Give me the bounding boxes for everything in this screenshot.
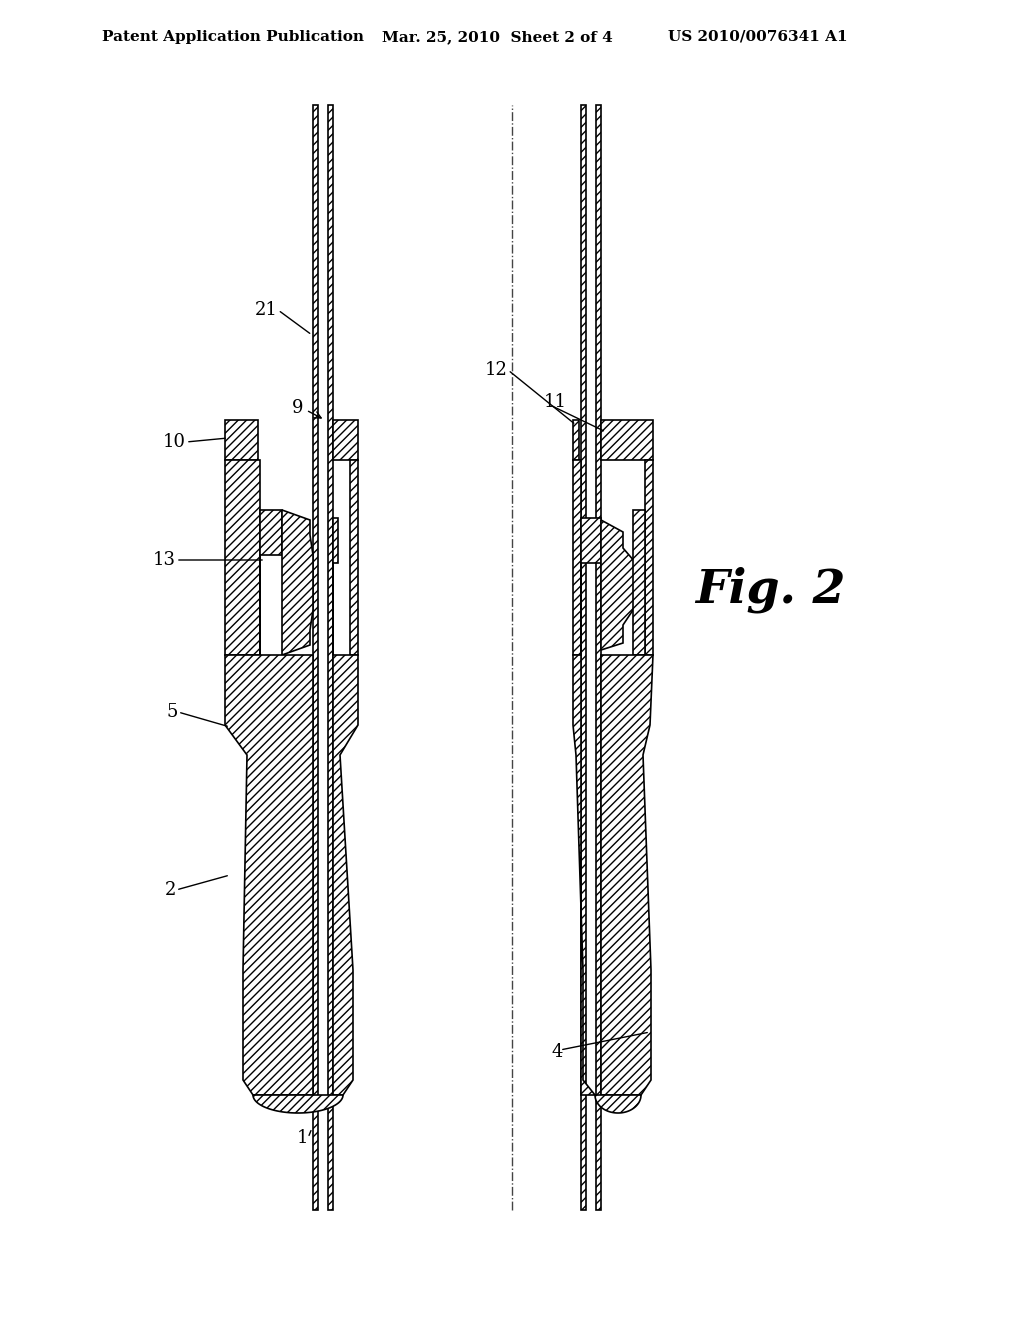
Polygon shape xyxy=(253,1096,343,1113)
Polygon shape xyxy=(225,655,313,1096)
Text: 11: 11 xyxy=(544,393,567,411)
Text: 1: 1 xyxy=(297,1129,308,1147)
Polygon shape xyxy=(573,420,579,459)
Text: 21: 21 xyxy=(255,301,278,319)
Polygon shape xyxy=(333,517,338,655)
Text: 10: 10 xyxy=(163,433,186,451)
Text: 12: 12 xyxy=(485,360,508,379)
Polygon shape xyxy=(633,510,645,655)
Polygon shape xyxy=(282,510,313,655)
Text: Patent Application Publication: Patent Application Publication xyxy=(102,30,364,44)
Polygon shape xyxy=(645,459,653,655)
Polygon shape xyxy=(225,459,260,655)
Polygon shape xyxy=(333,655,358,1096)
Text: 4: 4 xyxy=(552,1043,563,1061)
Text: 9: 9 xyxy=(292,399,303,417)
Polygon shape xyxy=(595,1096,641,1113)
Polygon shape xyxy=(328,106,333,1210)
Polygon shape xyxy=(313,106,318,1210)
Polygon shape xyxy=(601,420,653,459)
Polygon shape xyxy=(581,517,601,655)
Polygon shape xyxy=(601,655,653,1096)
Polygon shape xyxy=(350,459,358,655)
Text: 5: 5 xyxy=(167,704,178,721)
Polygon shape xyxy=(596,106,601,1210)
Polygon shape xyxy=(581,106,586,1210)
Text: 2: 2 xyxy=(165,880,176,899)
Text: 13: 13 xyxy=(153,550,176,569)
Text: US 2010/0076341 A1: US 2010/0076341 A1 xyxy=(668,30,848,44)
Polygon shape xyxy=(573,459,581,655)
Polygon shape xyxy=(260,510,282,655)
Polygon shape xyxy=(225,420,258,459)
Text: Mar. 25, 2010  Sheet 2 of 4: Mar. 25, 2010 Sheet 2 of 4 xyxy=(382,30,612,44)
Text: Fig. 2: Fig. 2 xyxy=(695,566,846,614)
Polygon shape xyxy=(333,420,358,459)
Polygon shape xyxy=(573,655,595,1096)
Polygon shape xyxy=(601,520,635,649)
